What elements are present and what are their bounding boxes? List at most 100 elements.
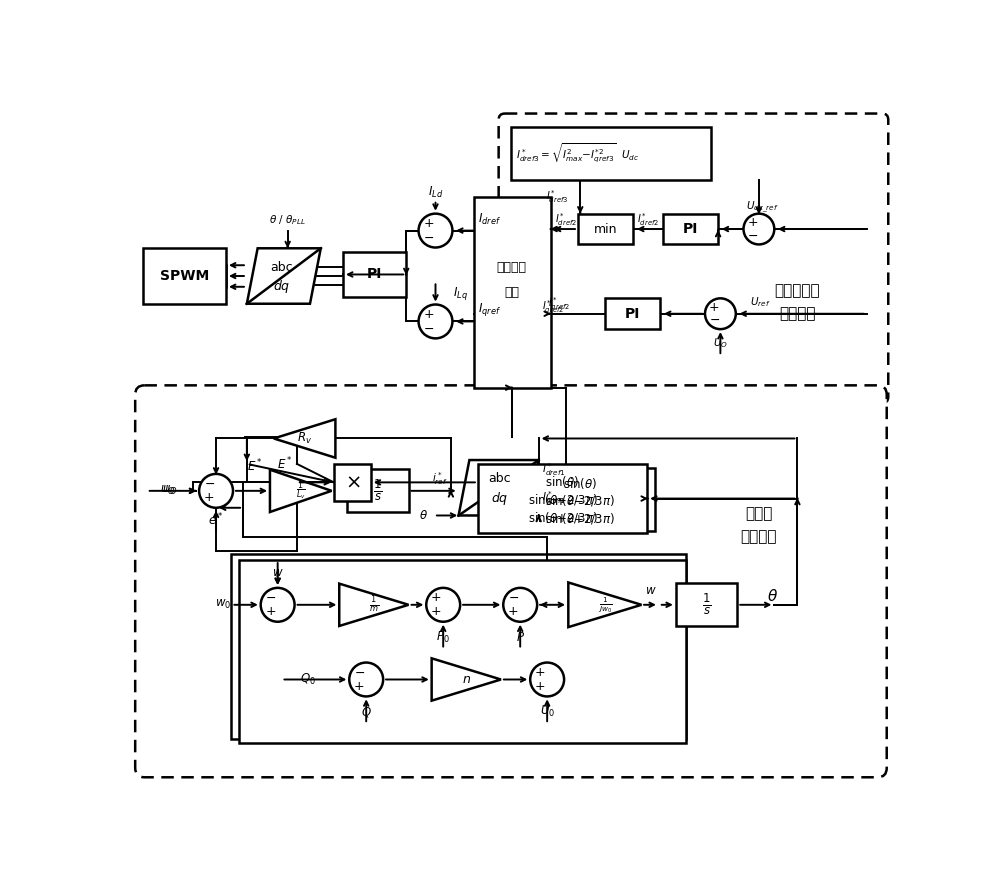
Text: abc: abc [488, 472, 511, 485]
Text: $\sin(\theta)$: $\sin(\theta)$ [563, 475, 597, 490]
Text: $\sin(\theta)$: $\sin(\theta)$ [545, 475, 580, 490]
Text: abc: abc [270, 261, 293, 274]
Text: $-$: $-$ [423, 231, 434, 244]
Text: +: + [535, 666, 546, 679]
Text: $U_{dc\_ref}$: $U_{dc\_ref}$ [746, 200, 779, 215]
Text: $\theta$: $\theta$ [419, 509, 428, 522]
Circle shape [744, 213, 774, 244]
Text: $P$: $P$ [516, 631, 525, 644]
Text: +: + [431, 591, 442, 604]
Polygon shape [568, 582, 641, 627]
Polygon shape [274, 419, 335, 458]
Text: $I_{Lq}$: $I_{Lq}$ [453, 285, 468, 303]
Text: $\sin(\theta{-}2/3\pi)$: $\sin(\theta{-}2/3\pi)$ [545, 493, 615, 508]
Text: 判断: 判断 [504, 286, 519, 299]
Bar [474, 197, 551, 388]
Bar [343, 252, 406, 297]
Text: SPWM: SPWM [160, 269, 209, 283]
Text: $\times$: $\times$ [345, 473, 360, 492]
Text: 控制模式: 控制模式 [779, 306, 816, 321]
Bar [231, 554, 686, 739]
Text: $\theta$ / $\theta_{PLL}$: $\theta$ / $\theta_{PLL}$ [269, 213, 306, 227]
Bar [663, 213, 718, 244]
Text: $w$: $w$ [645, 585, 657, 597]
Text: $-$: $-$ [204, 477, 215, 490]
FancyBboxPatch shape [499, 114, 888, 403]
Bar [478, 464, 647, 534]
Circle shape [705, 298, 736, 329]
Text: $R_v$: $R_v$ [297, 431, 312, 446]
Bar [505, 467, 655, 531]
Text: +: + [204, 491, 214, 505]
Bar [334, 464, 371, 501]
Text: 自同步: 自同步 [745, 506, 773, 521]
Text: min: min [594, 222, 617, 235]
Text: 跌落深度: 跌落深度 [497, 261, 527, 274]
Text: $-$: $-$ [423, 322, 434, 335]
Text: 定交流电压: 定交流电压 [775, 283, 820, 298]
Circle shape [349, 662, 383, 697]
Bar [347, 469, 409, 512]
Text: +: + [535, 680, 546, 693]
Text: $I_{Ld}$: $I_{Ld}$ [428, 184, 443, 199]
Text: $\sin(\theta{-}2/3\pi)$: $\sin(\theta{-}2/3\pi)$ [528, 492, 598, 507]
Text: $-$: $-$ [747, 228, 758, 242]
Text: $\frac{1}{m}$: $\frac{1}{m}$ [369, 594, 379, 615]
Text: +: + [747, 216, 758, 229]
Text: $P_0$: $P_0$ [436, 630, 450, 645]
Text: +: + [508, 605, 519, 618]
Text: +: + [423, 217, 434, 230]
Text: $I^*_{dref3}{\rm =}\sqrt{I^2_{max}{-}I^{*2}_{qref3}}$  $U_{dc}$: $I^*_{dref3}{\rm =}\sqrt{I^2_{max}{-}I^{… [516, 142, 639, 165]
Bar [605, 298, 660, 329]
FancyBboxPatch shape [135, 385, 887, 777]
Text: $dq$: $dq$ [273, 279, 290, 295]
Text: $U_{ref}$: $U_{ref}$ [750, 295, 770, 309]
Text: $u_O$: $u_O$ [162, 484, 178, 497]
Text: $\frac{1}{s}$: $\frac{1}{s}$ [702, 592, 711, 617]
Text: $dq$: $dq$ [491, 490, 508, 507]
Bar [511, 127, 711, 180]
Text: $-$: $-$ [709, 313, 720, 326]
Text: $\sin(\theta{+}2/3\pi)$: $\sin(\theta{+}2/3\pi)$ [528, 510, 598, 525]
Text: $I^*_{dref2}$: $I^*_{dref2}$ [555, 212, 577, 228]
Text: $w$: $w$ [272, 566, 283, 579]
Text: $U_O$: $U_O$ [713, 336, 728, 350]
Text: $n$: $n$ [462, 673, 471, 686]
Circle shape [199, 474, 233, 508]
Text: $I_{qref}$: $I_{qref}$ [478, 302, 501, 318]
Text: $I^*_{qref2}$: $I^*_{qref2}$ [548, 295, 570, 313]
Text: +: + [431, 605, 442, 618]
Text: $Q$: $Q$ [361, 705, 372, 719]
Bar [578, 213, 633, 244]
Text: $w_0$: $w_0$ [215, 598, 231, 611]
Text: $e^*$: $e^*$ [208, 512, 224, 528]
Polygon shape [339, 584, 409, 626]
Circle shape [426, 588, 460, 622]
Text: $E^*$: $E^*$ [277, 456, 293, 472]
Polygon shape [270, 469, 332, 512]
Polygon shape [247, 249, 321, 303]
Text: $\theta$: $\theta$ [767, 587, 778, 603]
Text: $Q_0$: $Q_0$ [300, 672, 316, 687]
Bar [239, 560, 686, 744]
Text: PI: PI [625, 307, 640, 321]
Text: $I^*_{dref2}$: $I^*_{dref2}$ [637, 212, 659, 228]
Text: $\frac{1}{L_v}$: $\frac{1}{L_v}$ [296, 480, 306, 502]
Text: $E^*$: $E^*$ [247, 458, 263, 475]
Polygon shape [432, 658, 501, 700]
Circle shape [503, 588, 537, 622]
Text: $I^*_{qref2}$: $I^*_{qref2}$ [542, 299, 564, 317]
Text: $\frac{1}{Jw_0}$: $\frac{1}{Jw_0}$ [598, 595, 612, 615]
Bar [143, 249, 226, 303]
Text: $-$: $-$ [265, 591, 276, 604]
Text: $-$: $-$ [508, 591, 519, 604]
Text: $I_{dref}$: $I_{dref}$ [478, 212, 501, 227]
Text: $I^*_{qref1}$: $I^*_{qref1}$ [542, 490, 565, 507]
Circle shape [530, 662, 564, 697]
Circle shape [419, 304, 452, 339]
Text: $U_0$: $U_0$ [540, 705, 555, 720]
Text: $\frac{1}{s}$: $\frac{1}{s}$ [373, 478, 382, 504]
Text: +: + [265, 605, 276, 618]
Text: $-$: $-$ [354, 666, 365, 679]
Text: $\sin(\theta{+}2/3\pi)$: $\sin(\theta{+}2/3\pi)$ [545, 511, 615, 526]
